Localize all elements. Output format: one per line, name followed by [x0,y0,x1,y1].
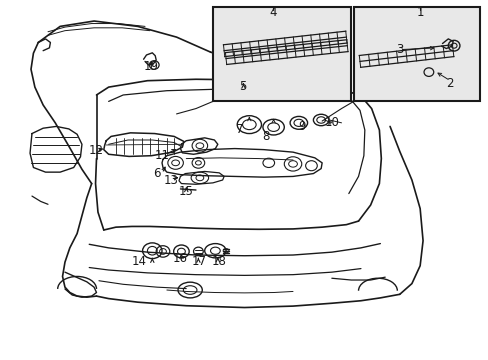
Text: 2: 2 [446,77,453,90]
Text: 4: 4 [268,6,276,19]
Text: 15: 15 [179,185,193,198]
Text: 8: 8 [262,130,269,143]
Text: 1: 1 [416,6,423,19]
Text: 5: 5 [239,80,246,93]
Text: 9: 9 [297,120,305,133]
Text: 18: 18 [211,255,226,268]
Bar [353,7,479,102]
Text: 11: 11 [154,149,169,162]
Bar [213,7,350,102]
Text: 16: 16 [173,252,187,265]
Text: 13: 13 [163,174,178,186]
Text: 19: 19 [143,60,159,73]
Text: 3: 3 [395,43,403,56]
Text: 6: 6 [153,167,161,180]
Text: 10: 10 [324,116,339,129]
Text: 14: 14 [131,255,146,268]
Text: 12: 12 [89,144,104,157]
Text: 17: 17 [191,255,206,268]
Text: 7: 7 [235,123,243,136]
